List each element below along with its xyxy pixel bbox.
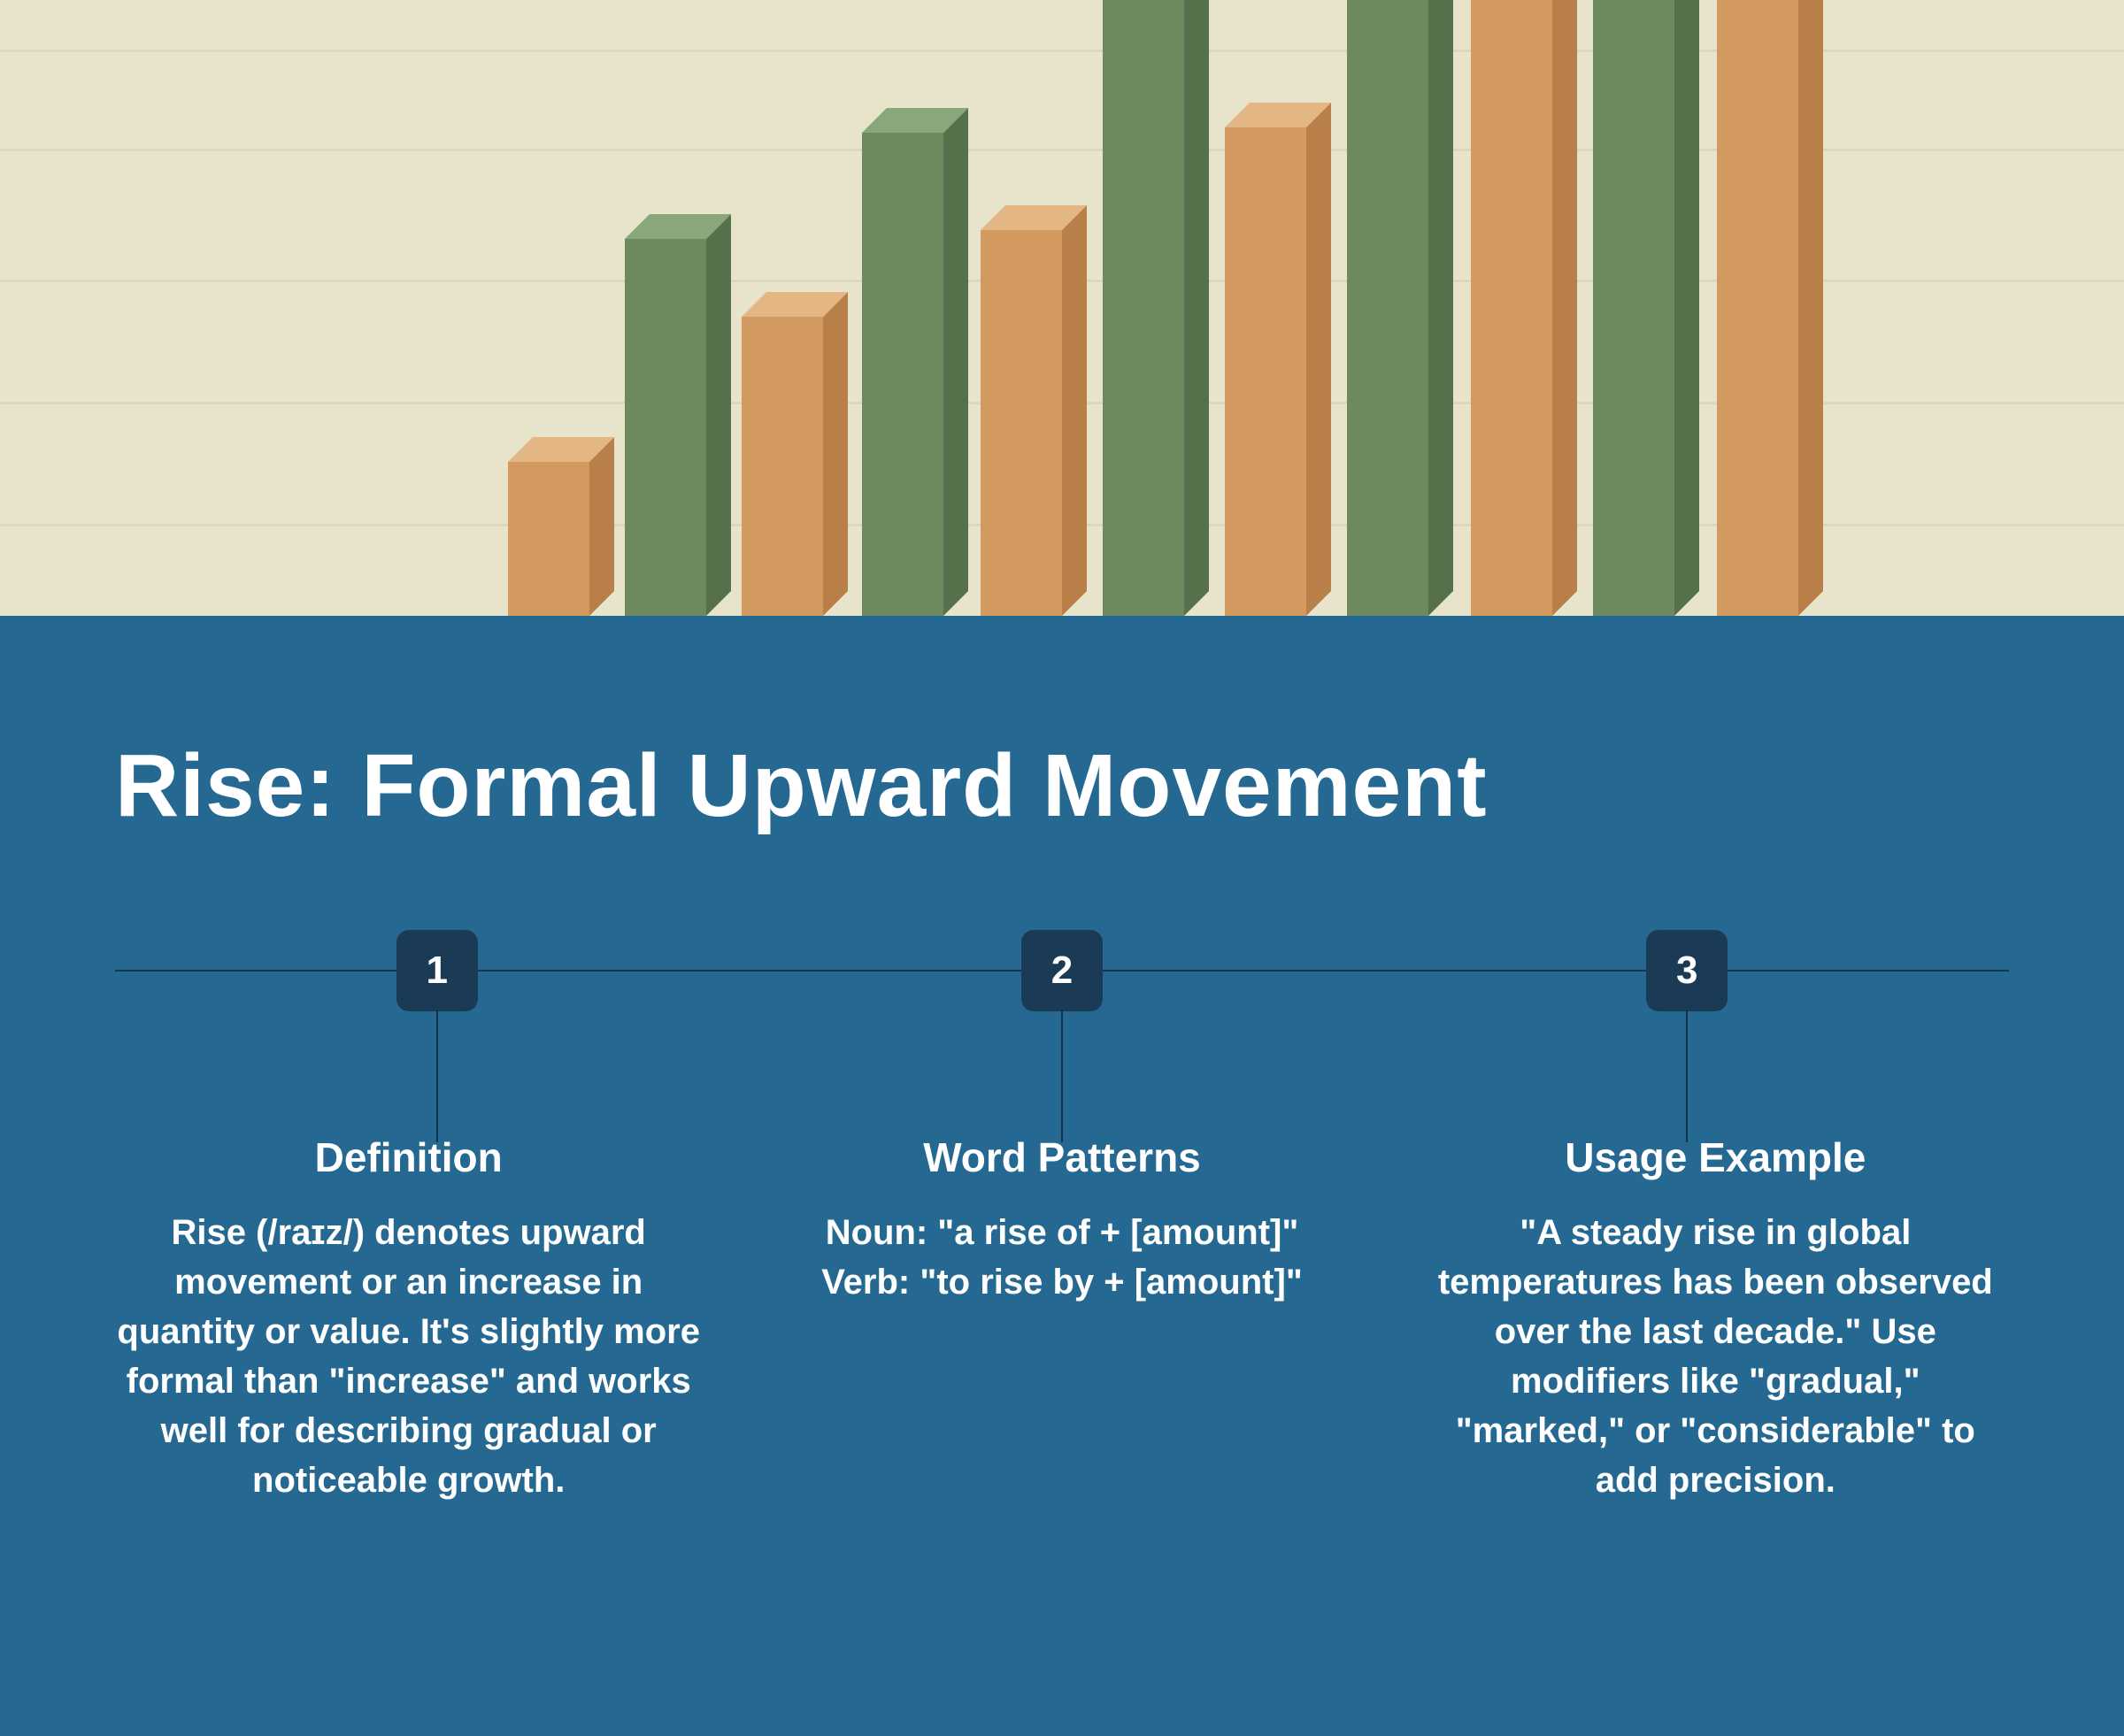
column-heading: Usage Example	[1422, 1133, 2009, 1181]
bar-chart-inner	[0, 0, 2124, 616]
chart-bar	[1225, 127, 1306, 616]
chart-bar	[862, 133, 943, 616]
step-stem	[1061, 1010, 1063, 1142]
chart-bar	[1593, 0, 1674, 616]
column-body: "A steady rise in global temperatures ha…	[1422, 1208, 2009, 1505]
step-number: 1	[396, 930, 478, 1011]
column-body: Rise (/raɪz/) denotes upward movement or…	[115, 1208, 702, 1505]
content-panel: Rise: Formal Upward Movement 1 2 3 Definit…	[0, 616, 2124, 1736]
column-heading: Definition	[115, 1133, 702, 1181]
page-title: Rise: Formal Upward Movement	[115, 740, 2009, 833]
chart-bar	[981, 230, 1062, 616]
column-word-patterns: Word Patterns Noun: "a rise of + [amount…	[768, 1133, 1355, 1505]
bar-chart	[0, 0, 2124, 616]
chart-bar	[625, 239, 706, 616]
chart-bar	[1717, 0, 1798, 616]
columns: Definition Rise (/raɪz/) denotes upward …	[115, 1133, 2009, 1505]
column-usage-example: Usage Example "A steady rise in global t…	[1422, 1133, 2009, 1505]
chart-bar	[1103, 0, 1184, 616]
column-definition: Definition Rise (/raɪz/) denotes upward …	[115, 1133, 702, 1505]
step-rail: 1 2 3	[115, 930, 2009, 1010]
chart-bar	[1347, 0, 1428, 616]
chart-bar	[508, 462, 589, 616]
step-stem	[436, 1010, 438, 1142]
step-number: 2	[1021, 930, 1103, 1011]
chart-bar	[742, 317, 823, 616]
step-stem	[1686, 1010, 1688, 1142]
step-number: 3	[1646, 930, 1728, 1011]
column-body: Noun: "a rise of + [amount]" Verb: "to r…	[768, 1208, 1355, 1307]
chart-bar	[1471, 0, 1552, 616]
page: Rise: Formal Upward Movement 1 2 3 Definit…	[0, 0, 2124, 1736]
